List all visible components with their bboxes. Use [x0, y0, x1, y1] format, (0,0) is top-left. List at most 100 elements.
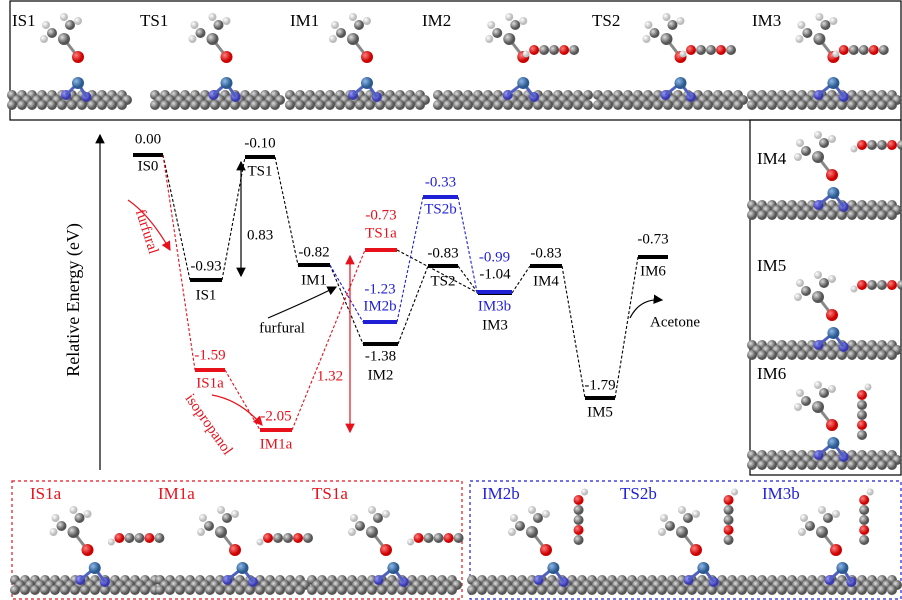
atom: [818, 506, 826, 514]
atom: [879, 45, 889, 55]
atom: [424, 533, 434, 543]
atom: [643, 35, 651, 43]
atom: [706, 45, 716, 55]
energy-value: -2.05: [260, 408, 291, 424]
atom: [260, 100, 270, 110]
panel-label: IS1: [12, 11, 36, 30]
atom: [737, 585, 747, 595]
atom: [849, 45, 859, 55]
atom: [315, 100, 325, 110]
atom: [144, 533, 154, 543]
atom: [57, 100, 67, 110]
atom: [367, 585, 377, 595]
atom: [47, 100, 57, 110]
atom: [802, 28, 812, 38]
atom: [221, 51, 233, 63]
panel-label: IM5: [757, 256, 786, 275]
atom: [796, 389, 804, 397]
atom: [493, 100, 503, 110]
atom: [859, 525, 869, 535]
atom: [820, 20, 830, 30]
atom: [867, 210, 877, 220]
atom: [847, 350, 857, 360]
atom: [40, 35, 48, 43]
state-name: IM5: [587, 404, 613, 420]
atom: [847, 460, 857, 470]
atom: [175, 585, 185, 595]
atom: [303, 533, 313, 543]
atom: [327, 585, 337, 595]
atom: [165, 585, 175, 595]
atom: [673, 100, 683, 110]
atom: [724, 505, 734, 515]
atom: [747, 210, 757, 220]
atom: [807, 210, 817, 220]
atom: [377, 585, 387, 595]
atom: [794, 403, 802, 411]
atom: [497, 585, 507, 595]
atom: [678, 506, 686, 514]
atom: [347, 33, 359, 45]
atom: [724, 535, 734, 545]
atom: [795, 35, 803, 43]
energy-value: -0.82: [298, 244, 329, 260]
atom: [877, 100, 887, 110]
atom: [867, 585, 877, 595]
energy-value: -0.73: [365, 207, 396, 223]
atom: [851, 286, 858, 293]
atom: [453, 100, 463, 110]
atom: [887, 280, 897, 290]
atom: [797, 210, 807, 220]
atom: [503, 100, 513, 110]
atom: [857, 585, 867, 595]
connector: [458, 197, 477, 292]
atom: [723, 100, 733, 110]
state-name: TS2: [430, 273, 455, 289]
atom: [200, 100, 210, 110]
atom: [607, 585, 617, 595]
atom: [613, 100, 623, 110]
atom: [653, 100, 663, 110]
structures: [7, 13, 902, 595]
atom: [869, 45, 879, 55]
atom: [223, 17, 231, 25]
atom: [877, 280, 887, 290]
atom: [68, 526, 80, 538]
atom: [747, 100, 757, 110]
atom: [114, 533, 124, 543]
state-name: IM6: [640, 263, 666, 279]
atom: [454, 533, 464, 543]
atom: [787, 210, 797, 220]
atom: [827, 100, 837, 110]
atom: [366, 526, 378, 538]
atom: [887, 100, 897, 110]
atom: [826, 419, 838, 431]
atom: [60, 13, 68, 21]
atom: [767, 210, 777, 220]
atom: [60, 585, 70, 595]
atom: [877, 460, 887, 470]
atom: [387, 585, 397, 595]
atom: [859, 495, 869, 505]
atom: [757, 210, 767, 220]
atom: [134, 533, 144, 543]
atom: [574, 525, 584, 535]
atom: [696, 45, 706, 55]
atom: [97, 100, 107, 110]
atom: [350, 514, 358, 522]
atom: [42, 21, 50, 29]
atom: [345, 100, 355, 110]
atom: [573, 100, 583, 110]
atom: [867, 100, 877, 110]
atom: [273, 533, 283, 543]
atom: [574, 495, 584, 505]
atom: [265, 585, 275, 595]
atom: [357, 585, 367, 595]
atom: [877, 140, 887, 150]
atom: [427, 585, 437, 595]
atom: [361, 77, 373, 89]
atom: [757, 460, 767, 470]
atom: [794, 153, 802, 161]
atom: [663, 13, 671, 21]
state-name: IS1a: [196, 375, 224, 391]
